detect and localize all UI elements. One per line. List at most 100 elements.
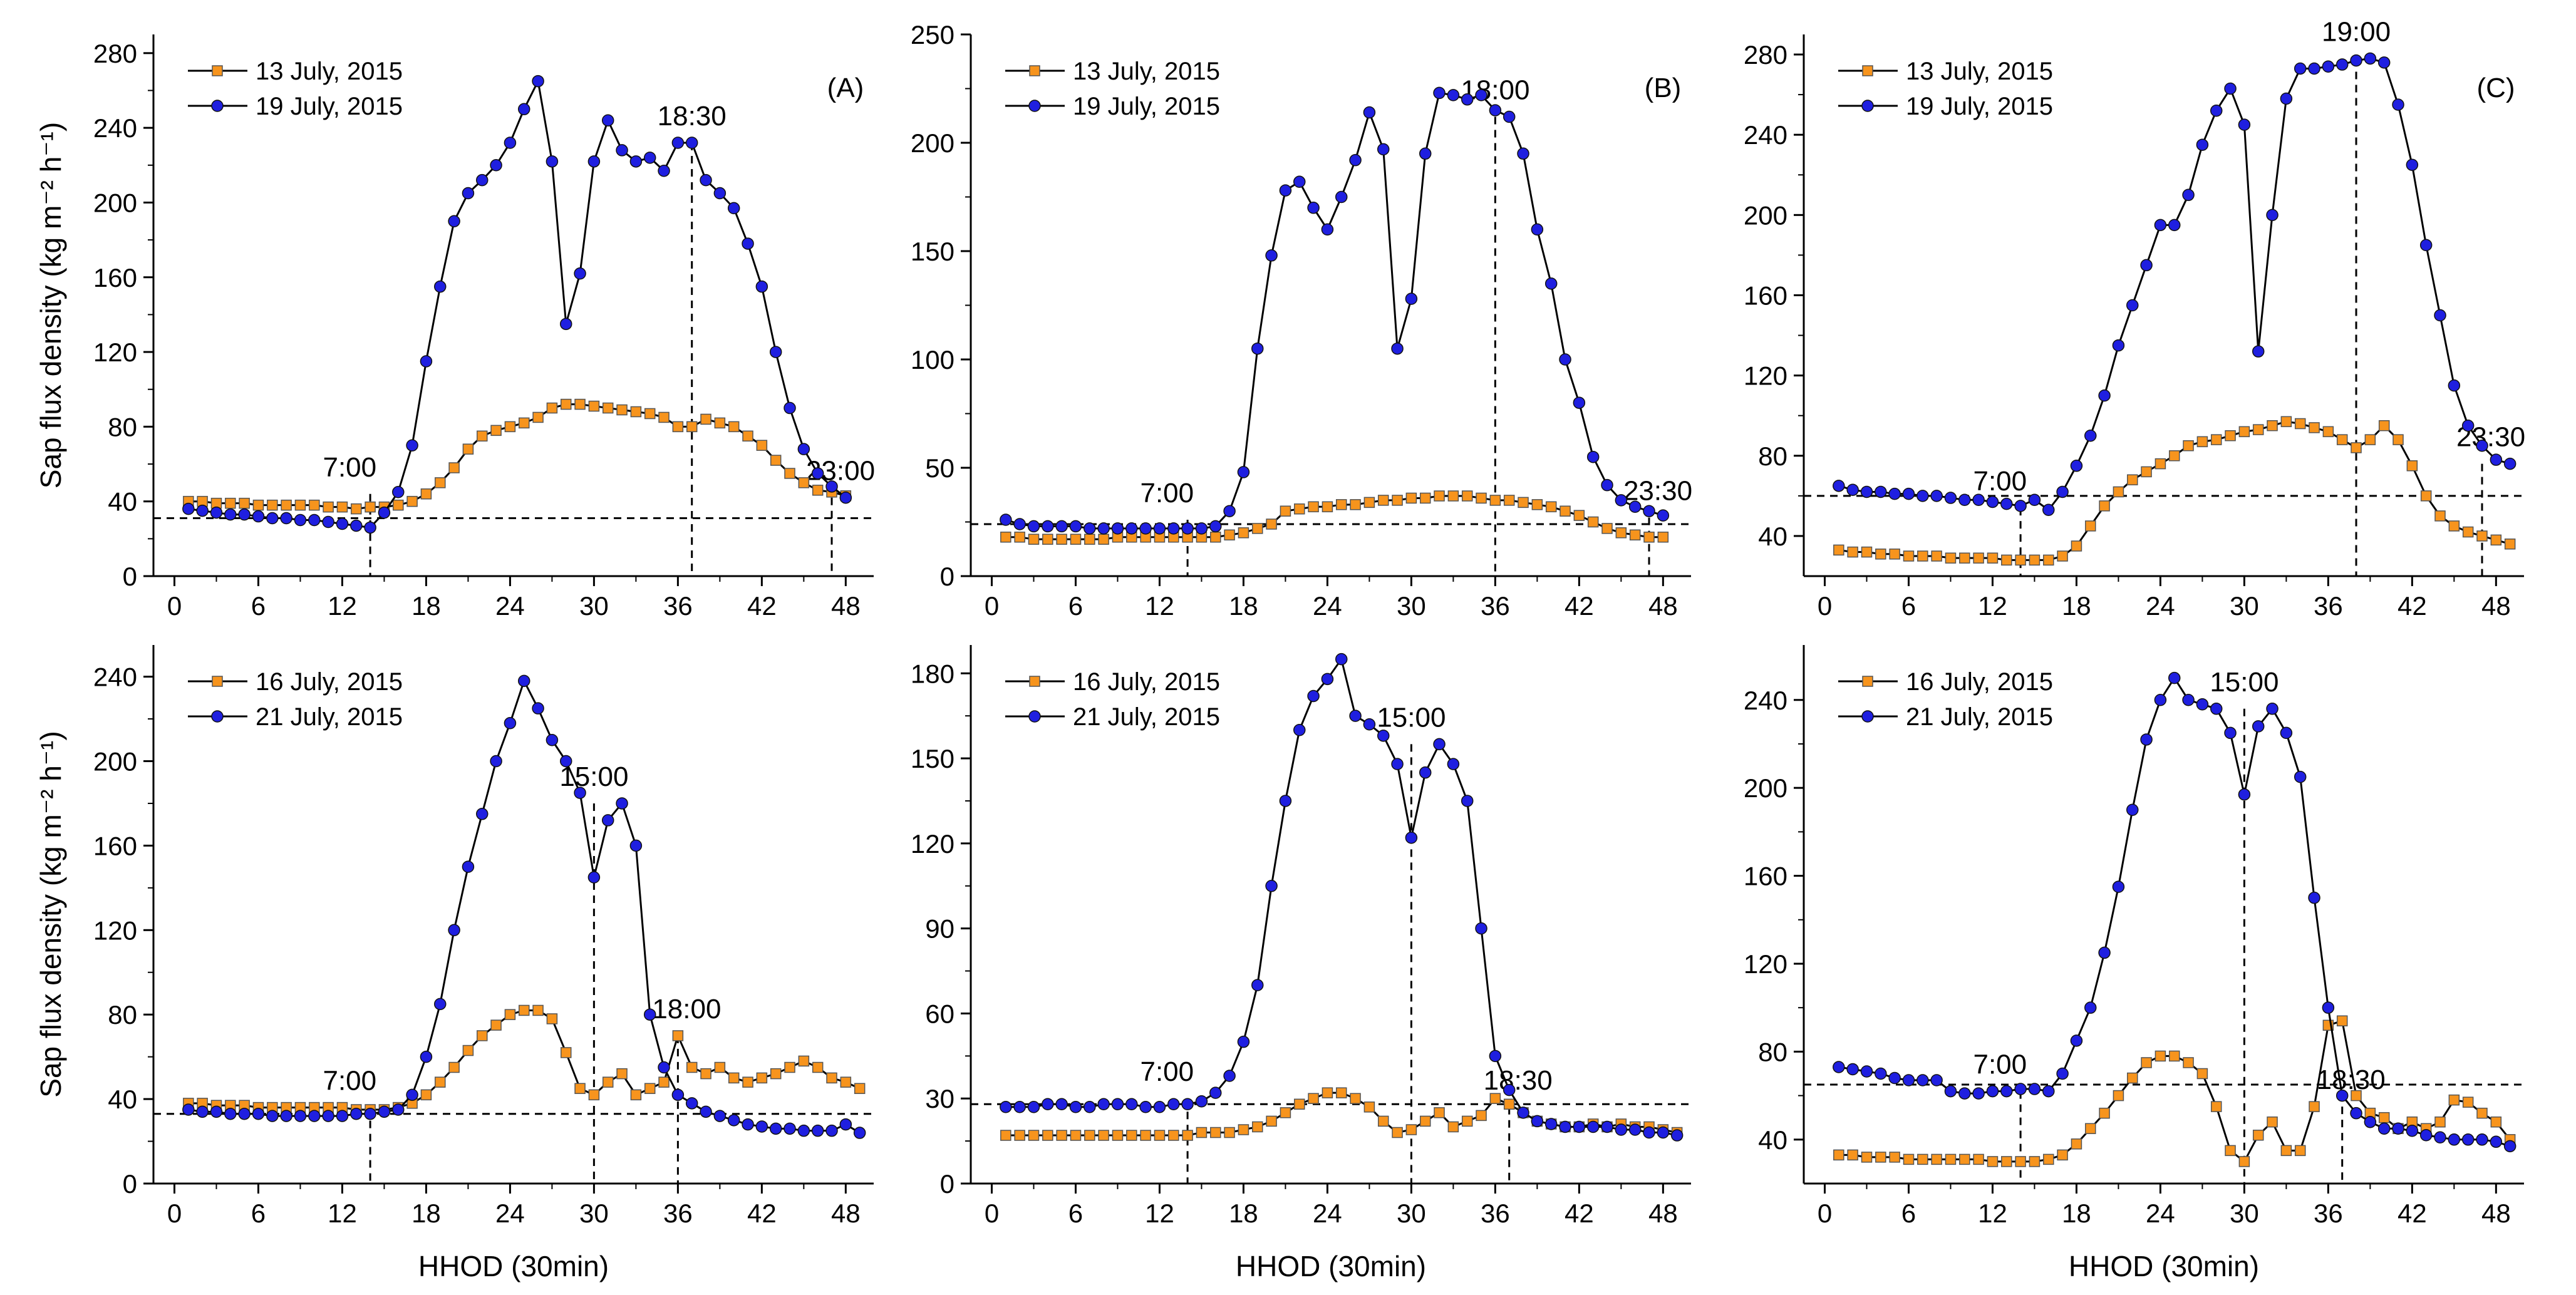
data-point-square bbox=[1322, 501, 1333, 513]
data-point-circle bbox=[1489, 104, 1502, 116]
data-point-square bbox=[546, 1013, 558, 1024]
data-point-circle bbox=[1377, 143, 1390, 156]
panel-label: (B) bbox=[1645, 73, 1682, 103]
y-tick-label: 120 bbox=[93, 916, 137, 945]
data-point-circle bbox=[1111, 1098, 1124, 1111]
data-point-circle bbox=[1125, 1098, 1138, 1111]
data-point-square bbox=[1959, 1153, 1970, 1165]
data-point-circle bbox=[2028, 493, 2041, 507]
data-point-square bbox=[616, 404, 628, 416]
x-tick-label: 48 bbox=[1648, 1199, 1678, 1228]
data-point-square bbox=[323, 501, 334, 513]
data-point-circle bbox=[2028, 1083, 2041, 1095]
data-point-square bbox=[1363, 497, 1375, 508]
data-point-square bbox=[1335, 1087, 1347, 1098]
data-point-circle bbox=[2335, 58, 2349, 71]
data-point-circle bbox=[2000, 497, 2013, 510]
data-point-square bbox=[1294, 503, 1305, 515]
data-point-circle bbox=[1391, 758, 1404, 770]
data-point-square bbox=[1252, 1121, 1263, 1133]
data-point-circle bbox=[811, 467, 824, 480]
data-point-circle bbox=[238, 1107, 251, 1120]
data-point-circle bbox=[1405, 832, 1418, 844]
data-point-circle bbox=[2084, 429, 2097, 442]
data-point-circle bbox=[616, 797, 628, 810]
data-point-square bbox=[1168, 1130, 1179, 1141]
data-point-circle bbox=[1139, 1101, 1152, 1113]
data-point-circle bbox=[1503, 1083, 1516, 1096]
data-point-circle bbox=[1643, 1126, 1655, 1139]
x-tick-label: 42 bbox=[2398, 1199, 2427, 1228]
data-point-circle bbox=[1265, 879, 1278, 892]
legend-marker bbox=[211, 100, 224, 112]
data-point-square bbox=[2141, 466, 2152, 478]
y-tick-label: 30 bbox=[925, 1084, 954, 1113]
data-point-square bbox=[1518, 497, 1529, 508]
data-point-square bbox=[1028, 1130, 1040, 1141]
y-tick-label: 0 bbox=[940, 1169, 954, 1199]
data-point-circle bbox=[1321, 223, 1334, 236]
data-point-square bbox=[1210, 531, 1221, 543]
data-point-circle bbox=[1433, 86, 1446, 100]
x-tick-label: 42 bbox=[747, 591, 777, 621]
data-point-circle bbox=[2056, 485, 2069, 498]
data-point-circle bbox=[1307, 689, 1320, 703]
data-point-circle bbox=[2070, 460, 2083, 472]
y-tick-label: 180 bbox=[911, 659, 954, 688]
data-point-circle bbox=[1237, 466, 1250, 478]
y-tick-label: 200 bbox=[93, 188, 137, 217]
data-point-square bbox=[2336, 434, 2348, 445]
data-point-circle bbox=[2210, 703, 2223, 715]
x-tick-label: 24 bbox=[495, 1199, 525, 1228]
data-point-circle bbox=[1531, 223, 1544, 236]
data-point-circle bbox=[238, 508, 251, 521]
data-point-square bbox=[2057, 550, 2068, 562]
data-point-square bbox=[658, 1076, 670, 1088]
legend-marker bbox=[212, 676, 223, 687]
y-tick-label: 240 bbox=[93, 663, 137, 692]
legend-entry-2: 19 July, 2015 bbox=[1838, 93, 2053, 120]
data-point-circle bbox=[574, 267, 586, 280]
data-point-circle bbox=[1042, 520, 1054, 533]
data-point-circle bbox=[1860, 485, 1873, 498]
data-point-square bbox=[742, 1076, 753, 1088]
x-tick-label: 12 bbox=[328, 591, 357, 621]
data-point-square bbox=[2210, 1101, 2222, 1112]
data-point-circle bbox=[490, 159, 502, 172]
data-point-square bbox=[2043, 1153, 2054, 1165]
y-tick-label: 40 bbox=[108, 487, 137, 517]
data-point-square bbox=[2476, 530, 2488, 542]
data-point-circle bbox=[462, 187, 475, 200]
time-annotation: 18:30 bbox=[658, 101, 727, 132]
legend-label: 21 July, 2015 bbox=[256, 703, 403, 731]
data-point-circle bbox=[2434, 309, 2446, 322]
data-point-square bbox=[2029, 1156, 2041, 1167]
data-point-square bbox=[602, 402, 614, 414]
data-point-square bbox=[1014, 531, 1025, 543]
data-point-square bbox=[1182, 1130, 1193, 1141]
data-point-square bbox=[336, 501, 348, 513]
data-point-circle bbox=[2014, 1083, 2027, 1095]
data-point-square bbox=[2071, 1138, 2082, 1150]
legend-marker bbox=[1028, 100, 1041, 112]
data-point-square bbox=[1615, 527, 1627, 539]
data-point-square bbox=[2309, 422, 2320, 433]
data-point-circle bbox=[252, 1107, 265, 1120]
data-point-circle bbox=[797, 443, 810, 455]
x-tick-label: 18 bbox=[2062, 591, 2091, 621]
data-point-square bbox=[1945, 1153, 1957, 1165]
data-point-circle bbox=[784, 401, 796, 415]
data-point-square bbox=[351, 503, 362, 515]
data-point-circle bbox=[2070, 1034, 2083, 1047]
data-point-circle bbox=[2476, 440, 2488, 452]
time-annotation: 15:00 bbox=[1377, 702, 1446, 733]
data-point-circle bbox=[1377, 730, 1390, 742]
data-point-square bbox=[1000, 531, 1011, 543]
data-point-square bbox=[2336, 1015, 2348, 1026]
y-tick-label: 250 bbox=[911, 20, 954, 49]
legend-label: 19 July, 2015 bbox=[256, 93, 403, 120]
x-tick-label: 18 bbox=[2062, 1199, 2091, 1228]
x-tick-label: 24 bbox=[2146, 1199, 2175, 1228]
y-tick-label: 80 bbox=[1758, 1037, 1787, 1066]
